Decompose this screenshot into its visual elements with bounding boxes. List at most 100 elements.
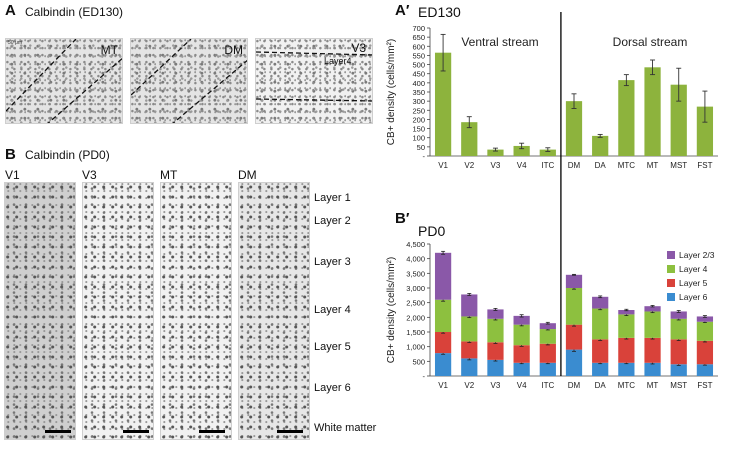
x-tick-label: V1	[438, 161, 448, 170]
y-tick-label: 50	[417, 143, 425, 152]
x-tick-label: V3	[491, 381, 501, 390]
stacked-bar-segment	[513, 324, 530, 346]
y-tick-label: 650	[412, 33, 425, 42]
bar	[644, 67, 661, 156]
stacked-bar-segment	[513, 362, 530, 376]
stacked-bar-segment	[670, 318, 687, 340]
stacked-bar-segment	[461, 294, 478, 317]
stacked-bar-segment	[644, 337, 661, 363]
layer-boundary-lines	[256, 51, 372, 102]
micrograph-v3-pd0	[82, 182, 154, 440]
y-tick-label: 150	[412, 125, 425, 134]
y-tick-label: 550	[412, 51, 425, 60]
layer4-note: Layer4	[324, 56, 352, 66]
y-tick-label: 100	[412, 134, 425, 143]
y-tick-label: 4,500	[406, 240, 425, 249]
layer-label-white-matter: White matter	[314, 422, 377, 434]
panel-b-letter: B	[5, 146, 16, 163]
stacked-bar-segment	[670, 311, 687, 319]
x-tick-label: ITC	[541, 161, 554, 170]
x-tick-label: ITC	[541, 381, 554, 390]
stacked-bar-segment	[461, 358, 478, 376]
layer-boundary-lines	[6, 39, 122, 123]
stacked-bar-segment	[592, 308, 609, 340]
stacked-bar-segment	[565, 349, 583, 376]
y-tick-label: 250	[412, 106, 425, 115]
stacked-bar-segment	[461, 341, 478, 359]
x-tick-label: DM	[568, 381, 581, 390]
x-tick-label: DA	[595, 161, 607, 170]
bar	[461, 122, 478, 156]
micrograph-v1-pd0	[4, 182, 76, 440]
micrograph-mt-ed130: 50 μm MT	[5, 38, 123, 124]
stacked-bar-segment	[565, 274, 583, 288]
scale-bar	[199, 430, 225, 433]
micrograph-v3-ed130: V3 Layer4	[255, 38, 373, 124]
stacked-bar-segment	[592, 339, 609, 363]
legend-swatch	[667, 279, 675, 287]
stacked-bar-segment	[696, 321, 714, 341]
stacked-bar-segment	[644, 306, 661, 312]
bar	[565, 101, 583, 156]
stacked-bar-segment	[487, 359, 504, 376]
legend-label: Layer 2/3	[679, 250, 715, 260]
stacked-bar-segment	[696, 364, 714, 376]
y-tick-label: -	[423, 372, 426, 381]
x-tick-label: MST	[670, 161, 687, 170]
bar	[513, 145, 530, 156]
x-tick-label: FST	[697, 161, 712, 170]
scale-bar	[277, 430, 303, 433]
column-label-mt: MT	[160, 168, 178, 182]
stacked-bar-segment	[670, 364, 687, 376]
stacked-bar-segment	[461, 316, 478, 342]
legend-label: Layer 6	[679, 292, 708, 302]
layer-label-6: Layer 6	[314, 382, 351, 394]
x-tick-label: V4	[517, 381, 527, 390]
stacked-bar-segment	[539, 362, 556, 376]
y-tick-label: 350	[412, 88, 425, 97]
y-tick-label: 200	[412, 115, 425, 124]
bar	[618, 80, 635, 156]
x-tick-label: DM	[568, 161, 581, 170]
legend-swatch	[667, 293, 675, 301]
micrograph-label-dm: DM	[224, 43, 243, 57]
legend-swatch	[667, 265, 675, 273]
stacked-bar-segment	[434, 252, 452, 300]
x-tick-label: MTC	[618, 381, 636, 390]
scale-bar	[123, 430, 149, 433]
micrograph-dm-ed130: DM	[130, 38, 248, 124]
column-label-v1: V1	[5, 168, 20, 182]
chart-title: PD0	[418, 223, 445, 239]
layer-boundary-lines	[131, 39, 247, 123]
chart-a-letter: A′	[395, 2, 410, 19]
panel-a-title: Calbindin (ED130)	[25, 5, 124, 19]
bar	[592, 135, 609, 156]
stacked-bar-segment	[539, 329, 556, 344]
bar	[539, 149, 556, 156]
y-tick-label: 500	[412, 61, 425, 70]
x-tick-label: MTC	[618, 161, 636, 170]
y-tick-label: 1,000	[406, 343, 425, 352]
panel-a-letter: A	[5, 2, 16, 19]
stacked-bar-segment	[618, 310, 635, 315]
y-axis-label: CB+ density (cells/mm²)	[386, 39, 397, 145]
x-tick-label: V2	[464, 381, 474, 390]
stacked-bar-segment	[487, 342, 504, 360]
y-tick-label: 4,000	[406, 255, 425, 264]
stacked-bar-segment	[487, 309, 504, 319]
layer-label-2: Layer 2	[314, 215, 351, 227]
layer-label-3: Layer 3	[314, 256, 351, 268]
stacked-bar-segment	[565, 324, 583, 350]
y-tick-label: 3,000	[406, 284, 425, 293]
density-charts: ED130-5010015020025030035040045050055060…	[386, 4, 718, 390]
y-tick-label: 2,500	[406, 299, 425, 308]
bar	[487, 149, 504, 156]
stacked-bar-segment	[618, 337, 635, 363]
stacked-bar-segment	[513, 345, 530, 363]
x-tick-label: V3	[491, 161, 501, 170]
y-tick-label: 300	[412, 97, 425, 106]
micrograph-dm-pd0	[238, 182, 310, 440]
stacked-bar-segment	[592, 296, 609, 309]
stacked-bar-segment	[487, 318, 504, 343]
chart-b-letter: B′	[395, 210, 410, 227]
